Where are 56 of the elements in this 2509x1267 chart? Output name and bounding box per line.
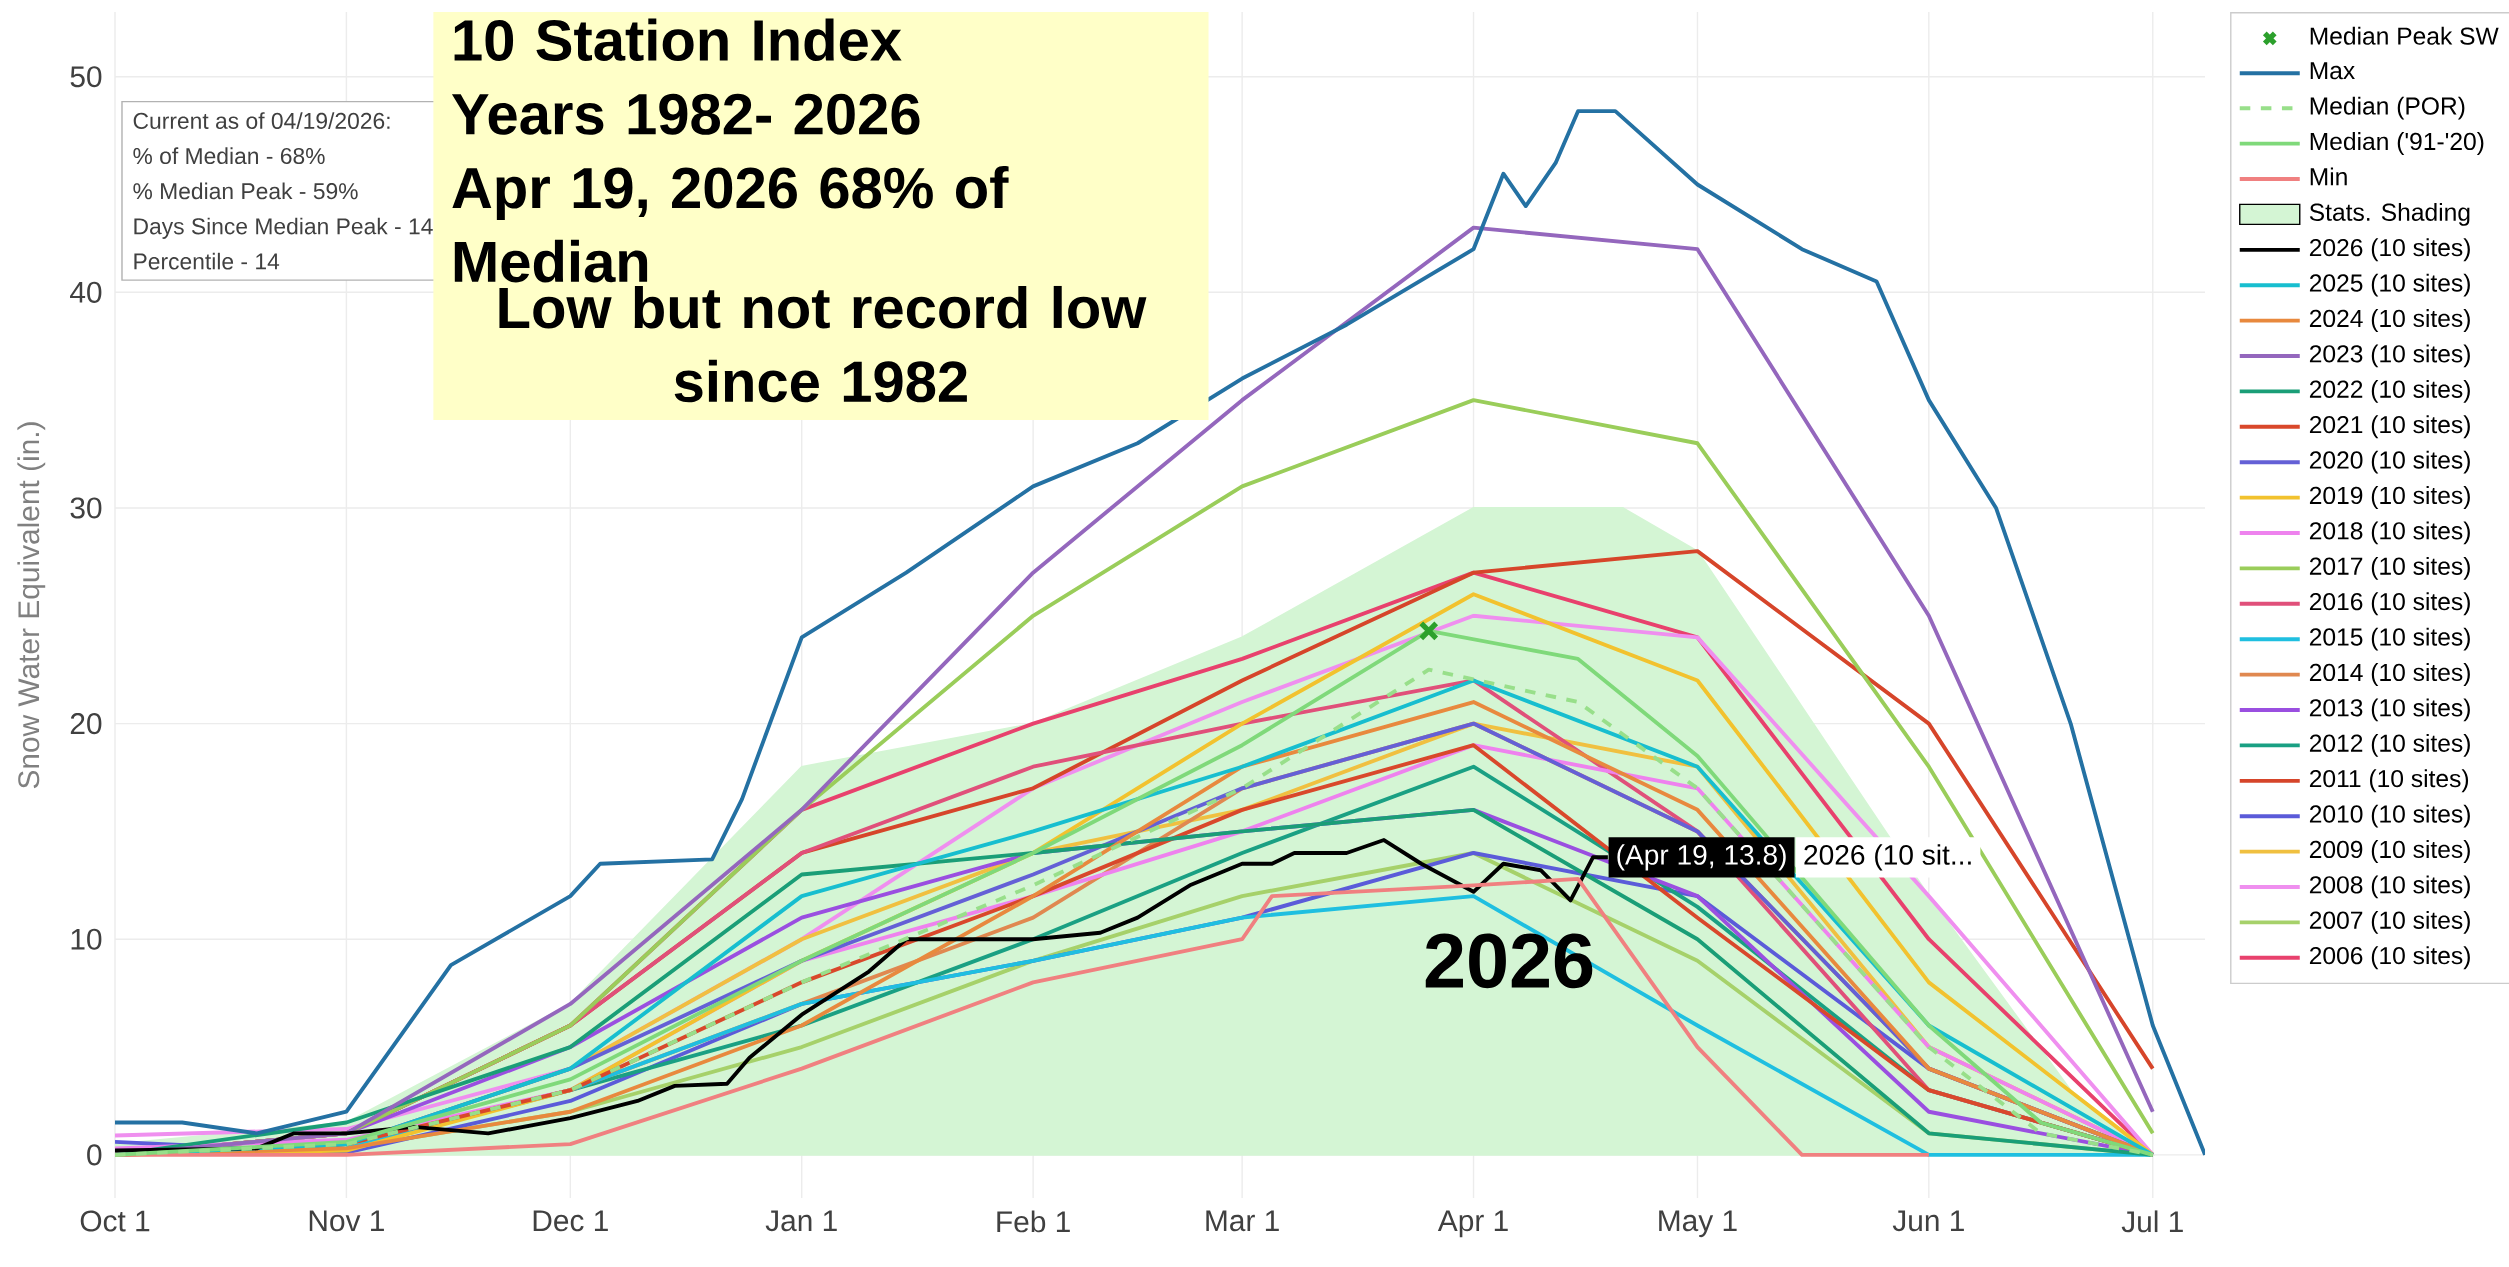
- x-tick-label: Jul 1: [2121, 1210, 2183, 1233]
- legend-label: 2009 (10 sites): [2309, 840, 2470, 863]
- annotation: Low but not record low since 1982: [499, 285, 1147, 403]
- legend-label: 2017 (10 sites): [2309, 556, 2470, 580]
- legend-label: Median (POR): [2310, 96, 2465, 120]
- legend-label: Stats. Shading: [2309, 202, 2470, 226]
- y-axis-title: Snow Water Equivalent (in.): [17, 422, 46, 789]
- legend-label: 2014 (10 sites): [2309, 663, 2470, 686]
- y-tick-label: 40: [70, 281, 102, 303]
- x-tick-label: Feb 1: [997, 1210, 1070, 1233]
- x-tick-label: Oct 1: [80, 1210, 150, 1232]
- annotation: Days Since Median Peak - 14: [134, 217, 433, 239]
- x-tick-label: May 1: [1659, 1210, 1737, 1238]
- y-tick-label: 0: [87, 1144, 102, 1166]
- x-tick-label: Apr 1: [1437, 1210, 1508, 1238]
- y-tick-label: 50: [70, 66, 102, 88]
- legend-label: 2015 (10 sites): [2309, 627, 2470, 651]
- annotation: Percentile - 14: [134, 252, 280, 270]
- legend-label: 2011 (10 sites): [2309, 769, 2469, 793]
- legend-label: Min: [2310, 167, 2347, 186]
- annotation: % of Median - 68%: [133, 147, 325, 165]
- annotation: % Median Peak - 59%: [133, 182, 358, 200]
- y-tick-label: 10: [71, 928, 102, 950]
- legend-label: 2021 (10 sites): [2309, 415, 2470, 439]
- legend-label: 2013 (10 sites): [2309, 698, 2470, 722]
- legend-label: Median Peak SW: [2310, 26, 2499, 45]
- x-tick-label: Nov 1: [309, 1210, 384, 1232]
- annotation: 2026: [1425, 933, 1593, 989]
- annotation: Apr 19, 2026 68% of Median: [452, 166, 1009, 283]
- legend-label: 2020 (10 sites): [2309, 450, 2470, 474]
- legend-label: 2006 (10 sites): [2309, 946, 2470, 970]
- chart-title: 10 Station Index: [454, 18, 902, 61]
- y-tick-label: 30: [70, 497, 102, 519]
- legend-label: Median ('91-'20): [2310, 132, 2484, 155]
- x-tick-label: Jan 1: [765, 1210, 837, 1232]
- text: Years 1982- 2026: [451, 93, 920, 135]
- legend-label: 2008 (10 sites): [2309, 875, 2470, 899]
- legend-label: 2019 (10 sites): [2309, 486, 2470, 509]
- legend-label: 2010 (10 sites): [2309, 804, 2470, 828]
- legend-label: 2012 (10 sites): [2309, 733, 2470, 757]
- y-tick-label: 20: [70, 713, 102, 735]
- annotation: Current as of 04/19/2026:: [133, 112, 390, 129]
- x-tick-label: Dec 1: [533, 1210, 608, 1232]
- x-tick-label: Jun 1: [1892, 1210, 1964, 1232]
- legend-label: 2022 (10 sites): [2309, 379, 2470, 403]
- legend-label: 2025 (10 sites): [2309, 273, 2470, 297]
- annotation: 2026 (10 sit...: [1804, 844, 1971, 871]
- legend-label: 2024 (10 sites): [2309, 309, 2470, 332]
- legend-label: 2016 (10 sites): [2309, 592, 2470, 616]
- legend-label: 2018 (10 sites): [2309, 521, 2470, 545]
- legend-label: 2026 (10 sites): [2309, 238, 2470, 262]
- annotation: (Apr 19, 13.8): [1617, 844, 1786, 871]
- x-tick-label: Mar 1: [1206, 1210, 1279, 1232]
- legend-label: Max: [2310, 62, 2355, 80]
- legend-label: 2007 (10 sites): [2309, 910, 2470, 934]
- legend-label: 2023 (10 sites): [2309, 344, 2470, 368]
